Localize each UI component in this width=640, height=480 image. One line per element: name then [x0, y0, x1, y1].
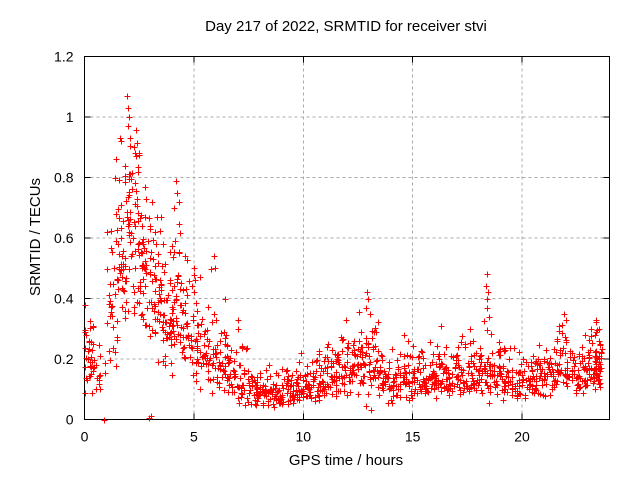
y-tick-label: 0.2 [54, 351, 74, 367]
y-tick-label: 0 [66, 412, 74, 428]
y-tick-labels: 0 0.2 0.4 0.6 0.8 1 1.2 [54, 49, 74, 428]
chart-title: Day 217 of 2022, SRMTID for receiver stv… [205, 18, 487, 35]
x-tick-label: 15 [405, 429, 421, 445]
x-tick-label: 10 [295, 429, 311, 445]
y-tick-label: 0.4 [54, 291, 74, 307]
x-tick-labels: 0 5 10 15 20 [81, 429, 530, 445]
x-tick-label: 5 [190, 429, 198, 445]
y-tick-label: 1.2 [54, 49, 74, 65]
y-tick-label: 0.6 [54, 230, 74, 246]
y-tick-label: 0.8 [54, 170, 74, 186]
y-tick-label: 1 [66, 109, 74, 125]
y-axis-label: SRMTID / TECUs [27, 178, 44, 296]
data-points [82, 93, 606, 424]
x-tick-label: 20 [514, 429, 530, 445]
x-tick-label: 0 [81, 429, 89, 445]
x-axis-label: GPS time / hours [289, 452, 403, 469]
